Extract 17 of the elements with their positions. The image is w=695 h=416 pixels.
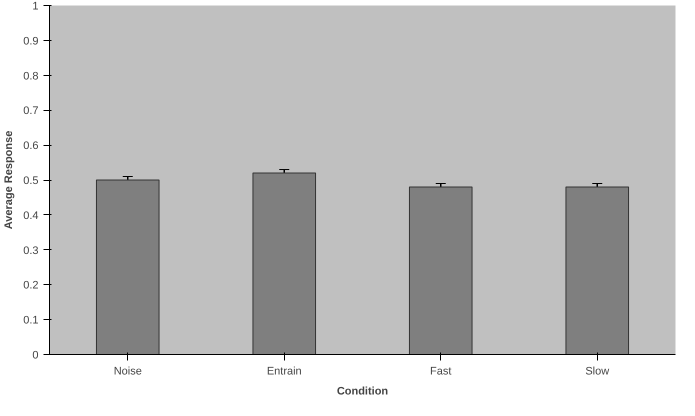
y-tick-label: 0.4 xyxy=(23,210,39,222)
x-tick-label: Slow xyxy=(585,366,610,378)
x-tick-label: Noise xyxy=(114,366,142,378)
x-tick-label: Fast xyxy=(430,366,452,378)
y-tick-label: 0.1 xyxy=(23,314,39,327)
y-tick-label: 1 xyxy=(32,0,39,12)
y-tick-label: 0.3 xyxy=(23,244,39,257)
y-tick-label: 0.9 xyxy=(23,35,39,48)
x-axis-title: Condition xyxy=(336,386,388,398)
y-axis-title: Average Response xyxy=(3,130,16,230)
y-tick-label: 0.5 xyxy=(23,175,39,187)
y-tick-label: 0.8 xyxy=(23,70,39,82)
y-tick-label: 0.2 xyxy=(23,280,39,292)
y-tick-label: 0.6 xyxy=(23,140,39,152)
x-tick-label: Entrain xyxy=(266,366,302,378)
y-tick-label: 0 xyxy=(32,350,39,362)
y-tick-label: 0.7 xyxy=(23,105,39,118)
